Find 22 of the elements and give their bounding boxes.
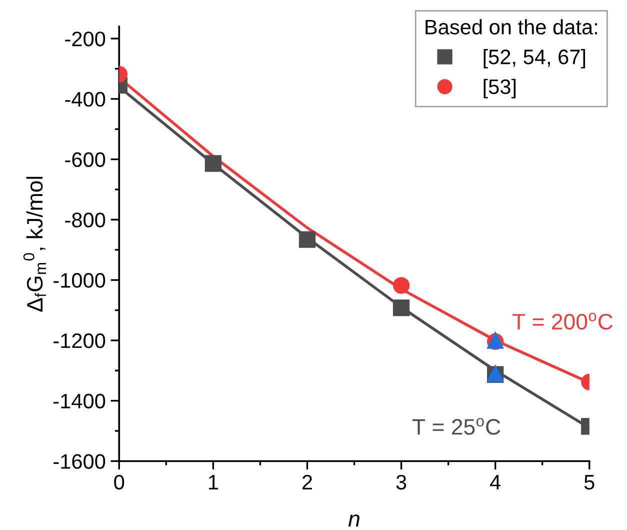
x-tick-label: 0 <box>114 474 124 490</box>
y-tick-label: -400 <box>65 92 106 107</box>
y-tick-label: -200 <box>65 32 106 46</box>
legend-label: [52, 54, 67] <box>484 49 586 68</box>
y-tick-label: -1400 <box>54 394 106 408</box>
y-tick-label: -1600 <box>54 454 106 469</box>
legend-label: [53] <box>484 78 516 98</box>
x-tick-label: 4 <box>490 475 501 490</box>
series-label: T = 200$^{o}$C <box>512 312 613 330</box>
y-tick-label: -600 <box>65 152 106 168</box>
y-tick-label: -1000 <box>54 273 106 288</box>
point <box>392 299 410 316</box>
y-tick-label: -1200 <box>54 333 106 348</box>
x-tick-label: 1 <box>208 475 218 490</box>
x-tick-label: 5 <box>584 475 594 490</box>
x-tick-label: 3 <box>396 474 406 490</box>
x-tick-label: 2 <box>302 474 312 490</box>
y-axis-title: Δ$_{f}$G$_{m}$$^{0}$, kJ/mol <box>23 176 46 312</box>
legend-title: Based on the data: <box>426 19 597 34</box>
series-label: T = 25$^{o}$C <box>412 418 500 435</box>
y-tick-label: -800 <box>65 212 106 228</box>
x-axis-title: n <box>348 514 360 526</box>
